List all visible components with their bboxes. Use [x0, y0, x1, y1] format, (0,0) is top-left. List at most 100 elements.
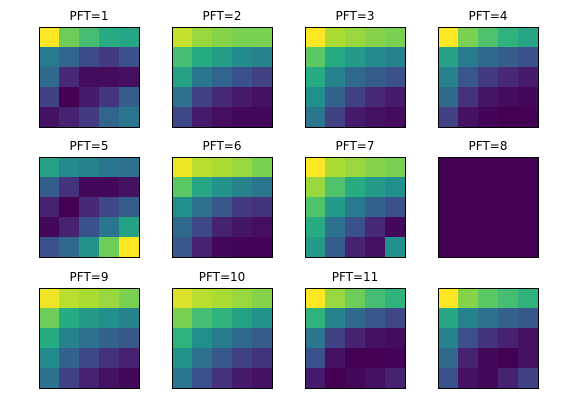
heatmap-cell — [172, 87, 193, 108]
heatmap-cell — [478, 328, 499, 349]
panel-title: PFT=8 — [469, 139, 508, 153]
heatmap-cell — [498, 177, 519, 198]
panel-title: PFT=2 — [203, 9, 242, 23]
heatmap-cell — [325, 27, 346, 48]
heatmap-cell — [119, 107, 140, 128]
panel-title: PFT=10 — [199, 270, 246, 284]
heatmap-cell — [325, 197, 346, 218]
heatmap-cell — [212, 328, 233, 349]
heatmap-cell — [172, 157, 193, 178]
heatmap-cell — [478, 197, 499, 218]
heatmap-cell — [39, 107, 60, 128]
panel-title: PFT=9 — [70, 270, 109, 284]
heatmap-cell — [192, 328, 213, 349]
heatmap-cell — [518, 67, 539, 88]
heatmap-cell — [385, 87, 406, 108]
heatmap-cell — [172, 348, 193, 369]
heatmap-cell — [212, 217, 233, 238]
heatmap-cell — [518, 288, 539, 309]
heatmap-cell — [478, 308, 499, 329]
heatmap-cell — [498, 107, 519, 128]
panel-frame — [438, 27, 539, 128]
heatmap-cell — [478, 47, 499, 68]
heatmap-cell — [99, 368, 120, 389]
heatmap-cell — [99, 308, 120, 329]
heatmap-cell — [498, 67, 519, 88]
heatmap-cell — [518, 177, 539, 198]
heatmap-cell — [119, 27, 140, 48]
panel-frame — [172, 27, 273, 128]
heatmap-cell — [518, 87, 539, 108]
heatmap-cell — [518, 157, 539, 178]
heatmap-cell — [385, 348, 406, 369]
heatmap-cell — [385, 328, 406, 349]
heatmap-cell — [345, 177, 366, 198]
heatmap-cell — [99, 67, 120, 88]
heatmap-cell — [252, 308, 273, 329]
heatmap-cell — [99, 107, 120, 128]
heatmap-cell — [385, 308, 406, 329]
heatmap-cell — [79, 368, 100, 389]
heatmap-cell — [498, 368, 519, 389]
heatmap-cell — [325, 328, 346, 349]
heatmap-cell — [458, 308, 479, 329]
heatmap-cell — [385, 107, 406, 128]
heatmap-cell — [498, 308, 519, 329]
heatmap-cell — [79, 87, 100, 108]
heatmap-cell — [119, 87, 140, 108]
heatmap-cell — [345, 87, 366, 108]
heatmap-cell — [212, 157, 233, 178]
heatmap-cell — [192, 237, 213, 258]
heatmap-cell — [252, 157, 273, 178]
heatmap-cell — [59, 87, 80, 108]
heatmap-cell — [79, 328, 100, 349]
heatmap-cell — [99, 197, 120, 218]
heatmap-panel: PFT=4 — [438, 9, 539, 128]
heatmap-cell — [212, 288, 233, 309]
heatmap-cell — [39, 87, 60, 108]
heatmap-cell — [365, 348, 386, 369]
panel-frame — [438, 288, 539, 389]
heatmap-cell — [59, 27, 80, 48]
heatmap-cell — [518, 368, 539, 389]
heatmap-cell — [232, 47, 253, 68]
heatmap-cell — [438, 328, 459, 349]
panel-frame — [305, 157, 406, 258]
heatmap-cell — [385, 368, 406, 389]
heatmap-cell — [172, 328, 193, 349]
heatmap-cell — [79, 308, 100, 329]
heatmap-cell — [252, 288, 273, 309]
heatmap-cell — [438, 348, 459, 369]
heatmap-cell — [478, 217, 499, 238]
heatmap-cell — [305, 67, 326, 88]
heatmap-cell — [365, 308, 386, 329]
heatmap-cell — [232, 328, 253, 349]
heatmap-cell — [458, 328, 479, 349]
heatmap-cell — [518, 27, 539, 48]
heatmap-cell — [365, 177, 386, 198]
heatmap-cell — [119, 157, 140, 178]
heatmap-cell — [172, 368, 193, 389]
heatmap-cell — [59, 308, 80, 329]
heatmap-cell — [478, 107, 499, 128]
heatmap-cell — [325, 368, 346, 389]
heatmap-cell — [458, 237, 479, 258]
heatmap-cell — [172, 67, 193, 88]
heatmap-cell — [99, 47, 120, 68]
heatmap-cell — [172, 27, 193, 48]
heatmap-cell — [212, 47, 233, 68]
heatmap-cell — [252, 328, 273, 349]
heatmap-cell — [232, 217, 253, 238]
heatmap-cell — [192, 197, 213, 218]
heatmap-cell — [59, 157, 80, 178]
heatmap-cell — [39, 177, 60, 198]
heatmap-cell — [345, 47, 366, 68]
heatmap-cell — [59, 368, 80, 389]
heatmap-cell — [458, 177, 479, 198]
heatmap-cell — [305, 27, 326, 48]
heatmap-cell — [325, 157, 346, 178]
heatmap-cell — [478, 157, 499, 178]
heatmap-cell — [365, 197, 386, 218]
heatmap-cell — [518, 328, 539, 349]
heatmap-cell — [365, 27, 386, 48]
